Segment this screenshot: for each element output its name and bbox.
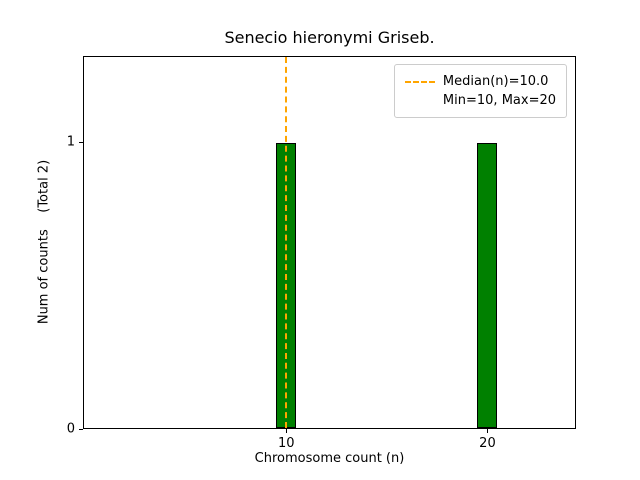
chart-title: Senecio hieronymi Griseb. <box>224 28 435 47</box>
bar-n-20 <box>476 142 497 428</box>
legend: Median(n)=10.0 Min=10, Max=20 <box>393 64 567 118</box>
median-line-swatch <box>404 80 435 83</box>
median-line <box>285 57 288 428</box>
legend-entry-median: Median(n)=10.0 <box>404 72 556 91</box>
y-tick-label-0: 0 <box>66 421 75 437</box>
legend-label-median: Median(n)=10.0 <box>442 74 549 89</box>
bars-layer <box>84 57 575 428</box>
plot-area: Median(n)=10.0 Min=10, Max=20 <box>83 56 576 429</box>
y-tick-label-1: 1 <box>66 134 75 150</box>
y-tick-mark-1 <box>79 142 83 144</box>
legend-empty-swatch <box>405 100 435 102</box>
x-tick-mark-10 <box>286 429 288 433</box>
x-axis-label: Chromosome count (n) <box>254 451 405 466</box>
y-tick-mark-0 <box>79 429 83 430</box>
x-tick-mark-20 <box>487 429 489 433</box>
x-tick-label-20: 20 <box>479 436 496 451</box>
legend-entry-minmax: Min=10, Max=20 <box>405 91 556 110</box>
legend-label-minmax: Min=10, Max=20 <box>442 93 556 108</box>
y-axis-label: Num of counts (Total 2) <box>36 159 52 325</box>
x-tick-label-10: 10 <box>277 436 295 451</box>
lines-layer <box>84 57 575 428</box>
